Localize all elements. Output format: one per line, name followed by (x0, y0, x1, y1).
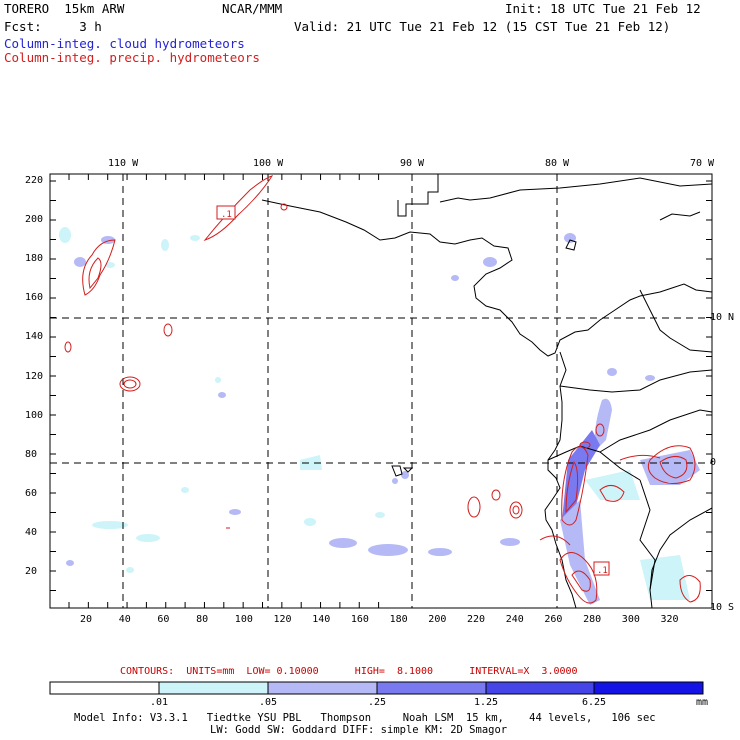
field-cloud-label: Column-integ. cloud hydrometeors (4, 36, 245, 51)
colorbar-segment (49, 681, 160, 695)
model-title: TORERO 15km ARW (4, 1, 125, 16)
y-tick-label: 180 (25, 253, 44, 264)
y-tick-label: 120 (25, 371, 44, 382)
y-tick-label: 200 (25, 214, 44, 225)
latlon-grid (50, 174, 712, 608)
plot-frame (49, 173, 713, 609)
colorbar-tick: 1.25 (473, 697, 499, 708)
colorbar-tick: .01 (149, 697, 169, 708)
y-tick-label: 60 (25, 488, 38, 499)
x-tick-label: 160 (350, 614, 369, 625)
x-tick-label: 100 (234, 614, 253, 625)
y-tick-label: 100 (25, 410, 44, 421)
colorbar-tick: .05 (258, 697, 278, 708)
x-tick-label: 220 (467, 614, 486, 625)
colorbar-segment (376, 681, 487, 695)
coastlines (261, 174, 713, 609)
lon-label: 100 W (253, 158, 284, 169)
colorbar-segment (267, 681, 378, 695)
init-time: Init: 18 UTC Tue 21 Feb 12 (505, 1, 701, 16)
x-tick-label: 120 (273, 614, 292, 625)
x-tick-label: 240 (505, 614, 524, 625)
x-tick-label: 260 (544, 614, 563, 625)
contour-value-boxes (216, 205, 610, 576)
colorbar-segment (485, 681, 595, 695)
x-tick-label: 180 (389, 614, 408, 625)
y-tick-label: 20 (25, 566, 38, 577)
contour-value-label: .1 (221, 210, 232, 220)
y-tick-label: 140 (25, 331, 44, 342)
contour-legend: CONTOURS: UNITS=mm LOW= 0.10000 HIGH= 8.… (120, 666, 578, 677)
x-tick-label: 140 (312, 614, 331, 625)
physics-info: LW: Godd SW: Goddard DIFF: simple KM: 2D… (210, 724, 508, 736)
axis-ticks (50, 174, 712, 608)
x-tick-label: 200 (428, 614, 447, 625)
lat-label: 10 N (710, 312, 735, 323)
x-tick-label: 60 (157, 614, 170, 625)
x-tick-label: 300 (621, 614, 640, 625)
lon-label: 110 W (108, 158, 139, 169)
model-info: Model Info: V3.3.1 Tiedtke YSU PBL Thomp… (74, 712, 656, 724)
contour-value-label: .1 (597, 566, 608, 576)
y-tick-label: 220 (25, 175, 44, 186)
lon-label: 90 W (400, 158, 425, 169)
x-tick-label: 320 (660, 614, 679, 625)
x-tick-label: 20 (80, 614, 93, 625)
colorbar-segment (158, 681, 269, 695)
political-boundaries (547, 369, 713, 591)
valid-time: Valid: 21 UTC Tue 21 Feb 12 (15 CST Tue … (294, 19, 671, 34)
y-tick-label: 40 (25, 527, 38, 538)
colorbar-tick: 6.25 (581, 697, 607, 708)
field-precip-label: Column-integ. precip. hydrometeors (4, 50, 260, 65)
colorbar-segment (593, 681, 704, 695)
x-tick-label: 280 (583, 614, 602, 625)
x-tick-label: 40 (118, 614, 131, 625)
y-tick-label: 160 (25, 292, 44, 303)
forecast-hour: Fcst: 3 h (4, 19, 102, 34)
x-tick-label: 80 (196, 614, 209, 625)
lat-label: 0 (710, 457, 717, 468)
lon-label: 70 W (690, 158, 715, 169)
organization-label: NCAR/MMM (222, 1, 283, 16)
lon-label: 80 W (545, 158, 570, 169)
colorbar-tick: .25 (367, 697, 387, 708)
y-tick-label: 80 (25, 449, 38, 460)
precip-contours (64, 175, 701, 604)
lat-label: 10 S (710, 602, 735, 613)
colorbar-unit: mm (696, 697, 709, 708)
